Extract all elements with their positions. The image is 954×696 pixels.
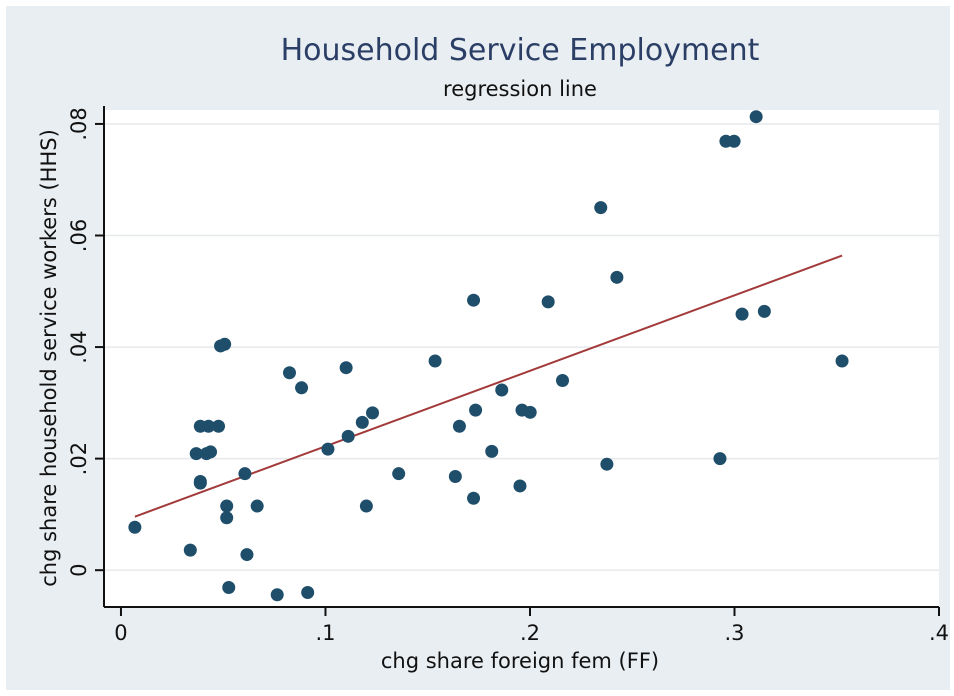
data-point <box>341 429 355 443</box>
data-point <box>220 511 234 525</box>
y-axis-title: chg share household service workers (HHS… <box>37 129 61 587</box>
data-point <box>713 452 727 466</box>
data-point <box>128 520 142 534</box>
chart-svg: Household Service Employment regression … <box>37 33 949 673</box>
data-point <box>321 442 335 456</box>
y-tick-label: .06 <box>67 219 91 252</box>
plot-area <box>104 110 939 607</box>
data-point <box>469 403 483 417</box>
data-point <box>270 588 284 602</box>
data-point <box>428 354 442 368</box>
data-point <box>183 543 197 557</box>
data-point <box>495 383 509 397</box>
data-point <box>212 419 226 433</box>
data-point <box>220 499 234 513</box>
data-point <box>610 270 624 284</box>
data-point <box>452 419 466 433</box>
regression-line <box>134 254 843 518</box>
data-point <box>392 467 406 481</box>
data-point <box>282 366 296 380</box>
data-point <box>355 415 369 429</box>
data-point <box>204 445 218 459</box>
data-point <box>757 304 771 318</box>
data-point <box>594 201 608 215</box>
data-point <box>485 444 499 458</box>
y-tick-label: .04 <box>67 330 91 363</box>
data-point <box>366 406 380 420</box>
data-point <box>250 499 264 513</box>
data-point <box>735 307 749 321</box>
y-tick-label: 0 <box>67 563 91 576</box>
data-point <box>749 110 763 124</box>
x-axis-title: chg share foreign fem (FF) <box>381 649 659 673</box>
data-point <box>513 479 527 493</box>
x-tick-label: .1 <box>315 621 335 645</box>
data-point <box>835 354 849 368</box>
data-point <box>448 469 462 483</box>
chart-panel: Household Service Employment regression … <box>6 6 950 690</box>
data-point <box>359 499 373 513</box>
data-point <box>295 381 309 395</box>
data-point <box>339 361 353 375</box>
data-point <box>556 374 570 388</box>
x-tick-label: 0 <box>114 621 127 645</box>
data-point <box>541 295 555 309</box>
data-point <box>467 293 481 307</box>
data-point <box>301 585 315 599</box>
scatter-points <box>128 110 849 602</box>
data-point <box>218 337 232 351</box>
chart-subtitle: regression line <box>443 77 597 101</box>
data-point <box>727 134 741 148</box>
x-tick-label: .4 <box>929 621 949 645</box>
grid-lines <box>104 123 939 571</box>
data-point <box>240 548 254 562</box>
data-point <box>523 405 537 419</box>
x-tick-label: .3 <box>724 621 744 645</box>
y-tick-label: .02 <box>67 442 91 475</box>
data-point <box>189 447 203 461</box>
axes: 0 .02 .04 .06 .08 0 .1 .2 .3 .4 <box>67 106 949 645</box>
data-point <box>202 419 216 433</box>
chart-title: Household Service Employment <box>281 33 760 68</box>
data-point <box>238 467 252 481</box>
data-point <box>600 457 614 471</box>
regression-layer <box>134 254 843 518</box>
y-tick-label: .08 <box>67 107 91 140</box>
data-point <box>222 580 236 594</box>
x-tick-label: .2 <box>520 621 540 645</box>
data-point <box>193 476 207 490</box>
data-point <box>467 491 481 505</box>
